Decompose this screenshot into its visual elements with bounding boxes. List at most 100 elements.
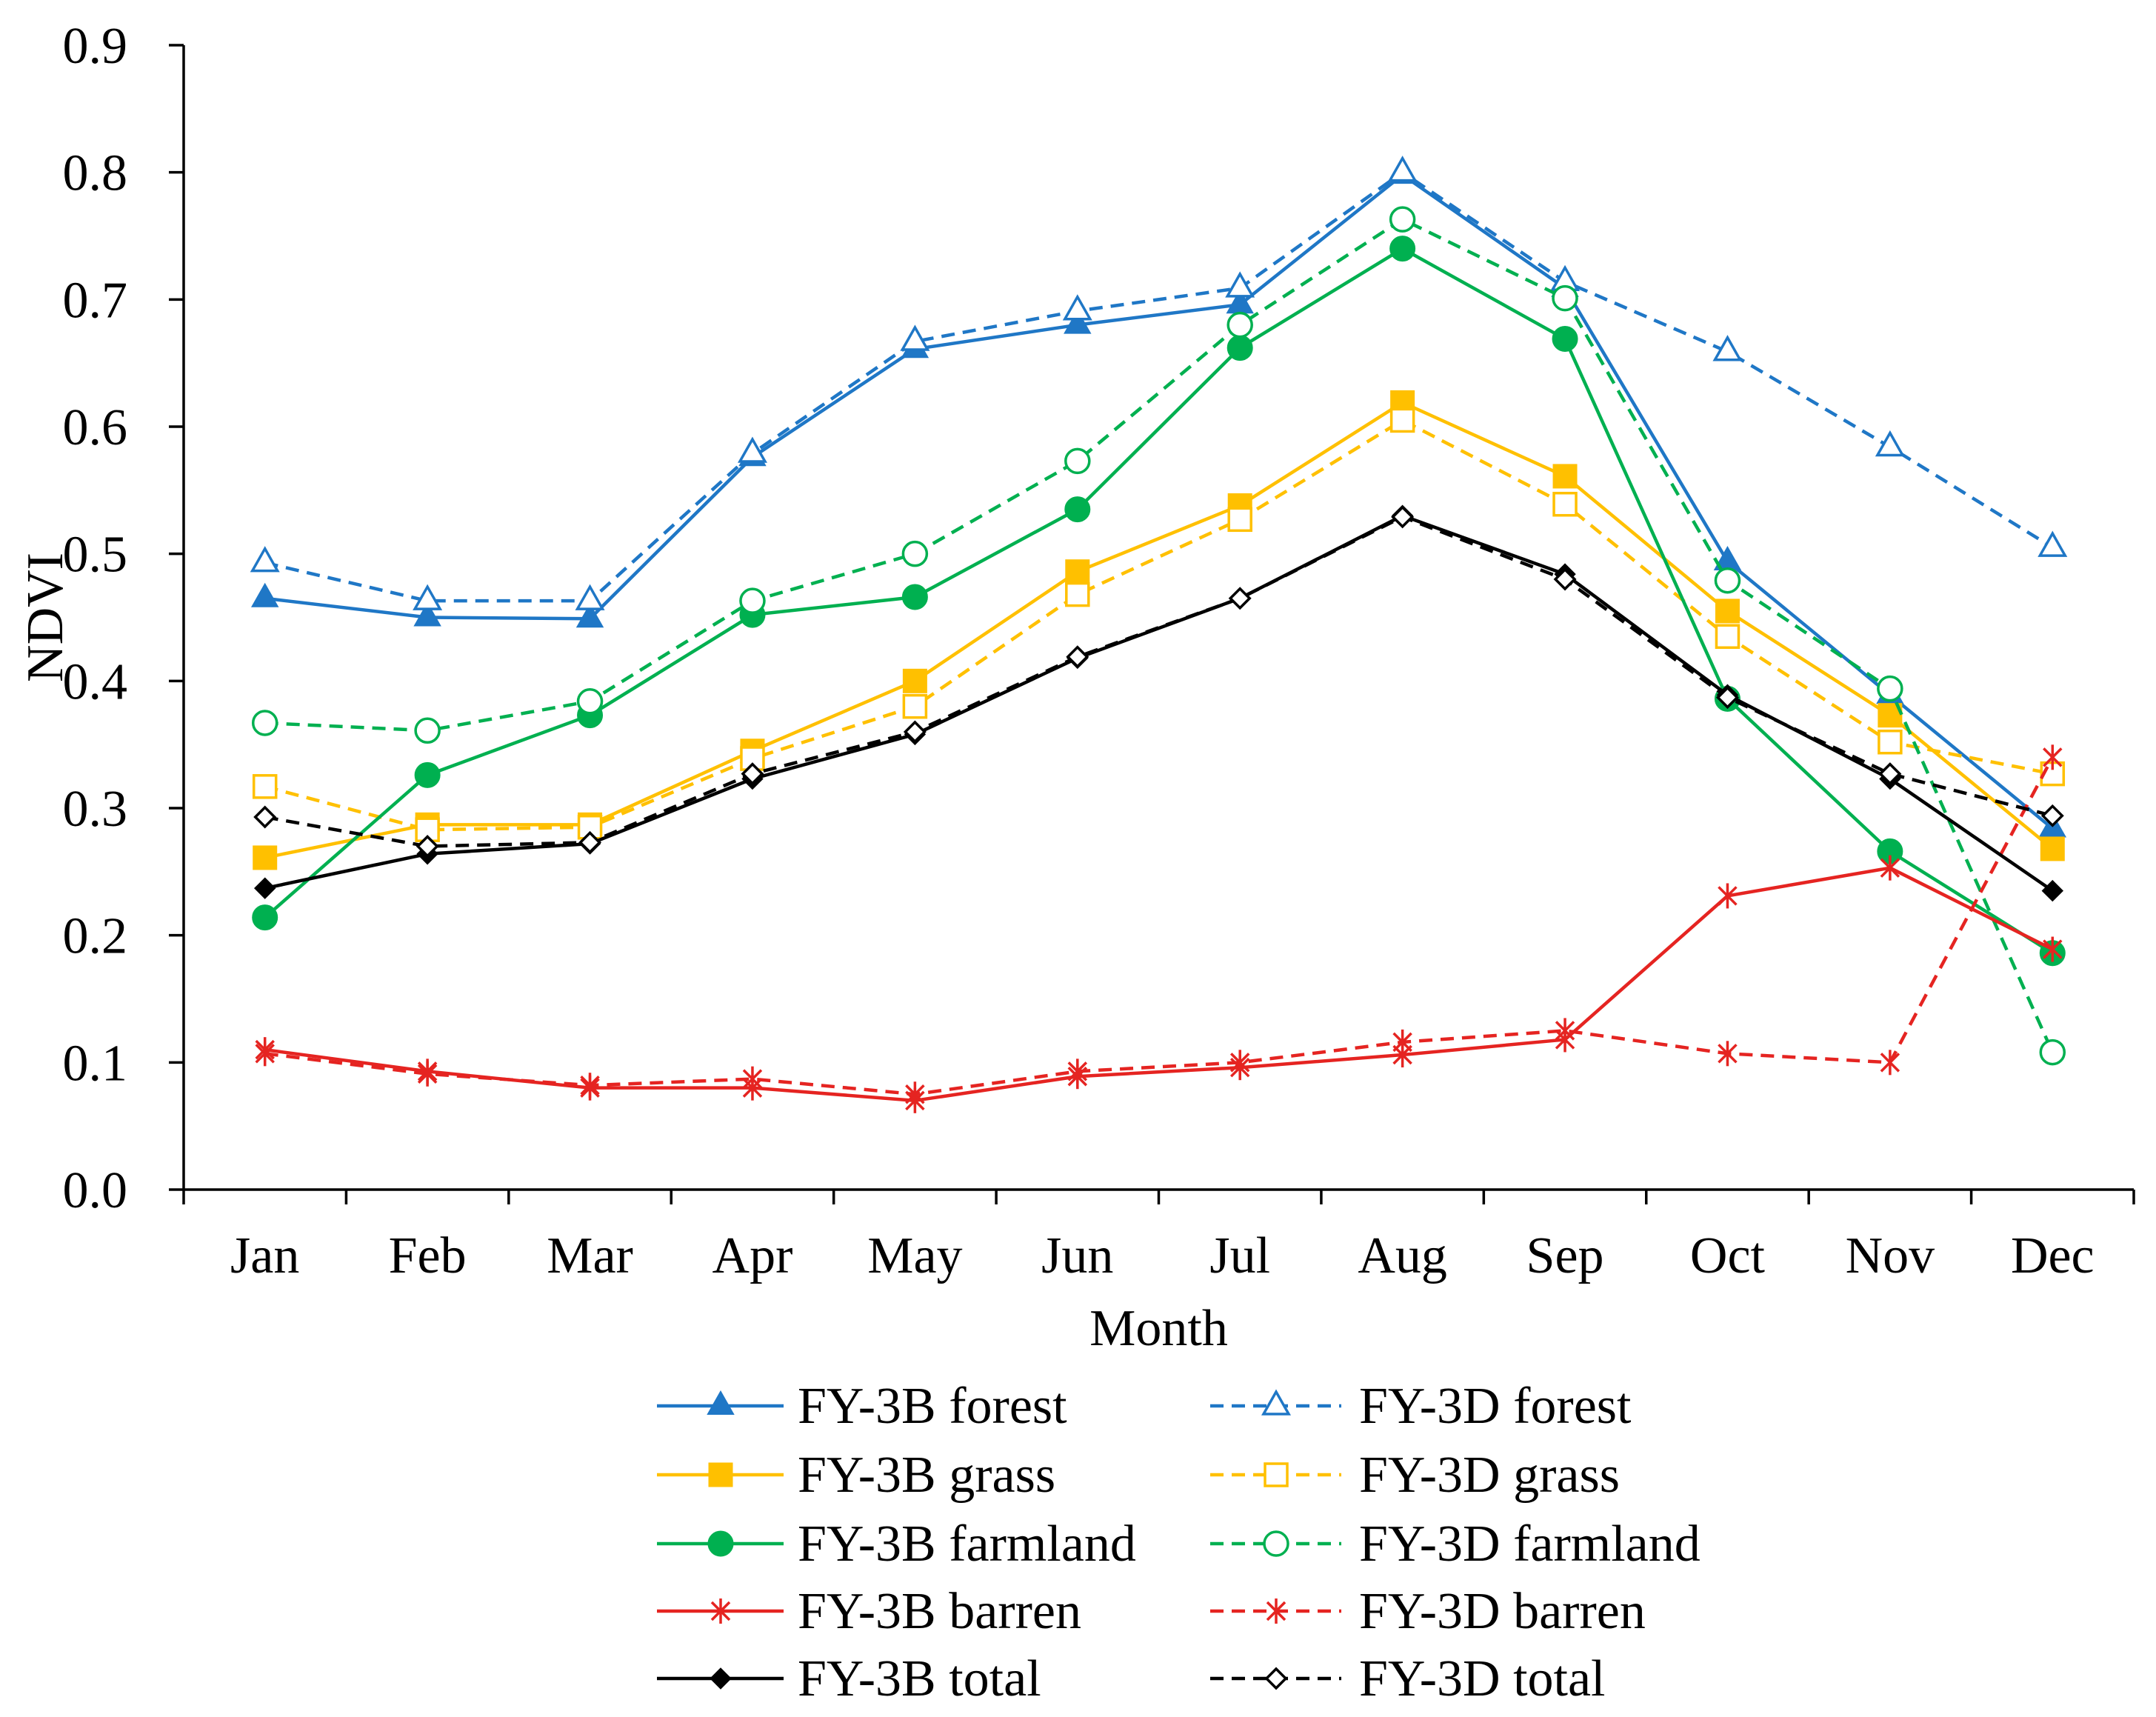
fy-3b-total-series	[254, 504, 2063, 902]
fy-3b-grass-point-sep	[1552, 464, 1578, 489]
fy-3d-total-point-mar	[578, 830, 602, 854]
fy-3d-barren-point-jan	[255, 1041, 275, 1067]
asterisk-stroke	[1880, 1053, 1900, 1073]
fy-3d-total-point-oct	[1715, 686, 1739, 710]
fy-3d-grass-point-jul	[1227, 507, 1252, 533]
fy-3d-farmland-point-aug	[1389, 206, 1416, 233]
fy-3d-farmland-series	[251, 206, 2066, 1066]
fy-3d-forest-point-aug	[1387, 156, 1418, 182]
legend-label: FY-3B grass	[798, 1447, 1055, 1504]
fy-3d-forest-series	[250, 156, 2068, 610]
fy-3d-barren-point-may	[905, 1081, 925, 1107]
x-tick-label: Mar	[547, 1227, 633, 1284]
fy-3b-forest-line	[264, 173, 2054, 830]
asterisk-stroke	[255, 1044, 275, 1064]
fy-3b-barren-series	[255, 855, 2063, 1113]
y-tick-label: 0.1	[63, 1035, 128, 1092]
fy-3d-barren-series	[255, 744, 2063, 1107]
asterisk-stroke	[2043, 939, 2063, 959]
asterisk-stroke	[1718, 1044, 1738, 1064]
fy-3d-forest-point-dec	[2037, 530, 2068, 557]
fy-3d-grass-point-aug	[1389, 407, 1415, 433]
fy-3d-total-point-jun	[1066, 645, 1089, 669]
fy-3b-grass-series	[253, 390, 2065, 870]
fy-3d-grass-point-nov	[1878, 729, 1903, 755]
y-tick-label: 0.8	[63, 145, 128, 202]
fy-3d-grass-point-sep	[1552, 491, 1578, 517]
fy-3d-forest-point-jul	[1225, 271, 1255, 298]
fy-3d-grass-point-may	[902, 693, 928, 719]
fy-3d-barren-point-nov	[1880, 1050, 1900, 1076]
x-axis-tick-labels: Jan Feb Mar Apr May Jun Jul Aug Sep Oct …	[230, 1227, 2095, 1284]
legend-entry-fy-3b-total: FY-3B total	[657, 1650, 1041, 1707]
fy-3d-barren-point-aug	[1392, 1029, 1412, 1055]
fy-3b-farmland-point-jan	[252, 904, 278, 931]
fy-3d-total-point-may	[903, 720, 927, 744]
fy-3d-forest-point-nov	[1875, 430, 1905, 457]
fy-3d-farmland-point-sep	[1552, 284, 1578, 312]
x-axis-title: Month	[1089, 1300, 1228, 1357]
fy-3d-forest-point-feb	[413, 584, 443, 610]
fy-3d-grass-point-jun	[1065, 581, 1090, 607]
x-tick-label: Dec	[2011, 1227, 2095, 1284]
legend-entry-fy-3d-forest: FY-3D forest	[1210, 1378, 1632, 1435]
legend-entry-fy-3d-farmland: FY-3D farmland	[1210, 1516, 1701, 1573]
fy-3b-grass-point-may	[902, 668, 927, 693]
asterisk-stroke	[1718, 886, 1738, 906]
fy-3b-farmland-point-aug	[1389, 236, 1416, 262]
x-tick-label: Jun	[1041, 1227, 1113, 1284]
y-tick-label: 0.5	[63, 527, 128, 584]
legend-fy-3d-barren-marker-swatch	[1266, 1598, 1286, 1624]
legend-entry-fy-3b-farmland: FY-3B farmland	[657, 1516, 1136, 1573]
asterisk-stroke	[1067, 1061, 1088, 1081]
fy-3b-grass-point-jun	[1065, 559, 1090, 584]
x-tick-label: Aug	[1358, 1227, 1447, 1284]
fy-3d-farmland-point-mar	[576, 688, 604, 715]
asterisk-stroke	[1266, 1601, 1286, 1621]
fy-3b-total-point-jan	[254, 877, 276, 899]
fy-3d-farmland-point-jun	[1064, 447, 1091, 475]
legend-label: FY-3D total	[1359, 1650, 1606, 1707]
fy-3d-total-point-nov	[1878, 762, 1902, 786]
fy-3d-farmland-point-jul	[1226, 311, 1253, 339]
fy-3d-forest-point-mar	[575, 584, 605, 610]
fy-3d-barren-point-sep	[1555, 1018, 1575, 1044]
fy-3d-grass-line	[264, 419, 2053, 832]
fy-3d-total-point-jan	[253, 805, 277, 829]
fy-3d-total-series	[253, 505, 2064, 858]
legend-entry-fy-3b-barren: FY-3B barren	[657, 1583, 1081, 1640]
fy-3b-total-line	[264, 513, 2054, 893]
asterisk-stroke	[2043, 747, 2063, 767]
fy-3b-farmland-point-jul	[1226, 335, 1253, 361]
fy-3b-farmland-line	[264, 247, 2054, 955]
fy-3d-farmland-point-nov	[1877, 675, 1903, 702]
fy-3d-farmland-point-jan	[251, 710, 278, 736]
fy-3d-total-point-feb	[415, 835, 439, 858]
fy-3d-forest-point-jun	[1062, 294, 1092, 321]
y-axis-tick-labels: 0.0 0.1 0.2 0.3 0.4 0.5 0.6 0.7 0.8 0.9	[63, 18, 128, 1219]
fy-3b-forest-point-jan	[250, 582, 279, 607]
fy-3b-farmland-point-jun	[1064, 496, 1091, 523]
fy-3d-grass-series	[252, 407, 2066, 842]
fy-3d-total-point-aug	[1391, 505, 1415, 529]
legend-entry-fy-3b-forest: FY-3B forest	[657, 1378, 1067, 1435]
asterisk-stroke	[905, 1084, 925, 1104]
legend-fy-3b-farmland-marker-swatch	[707, 1530, 734, 1557]
legend-fy-3d-forest-marker-swatch	[1261, 1389, 1292, 1416]
fy-3b-total-point-dec	[2041, 879, 2063, 902]
fy-3b-farmland-point-may	[901, 584, 928, 610]
y-tick-label: 0.4	[63, 653, 128, 710]
asterisk-stroke	[1555, 1021, 1575, 1041]
y-tick-label: 0.7	[63, 272, 128, 329]
fy-3d-barren-point-apr	[742, 1066, 763, 1092]
fy-3b-farmland-point-sep	[1552, 326, 1578, 353]
legend-fy-3d-total-marker-swatch	[1264, 1667, 1288, 1690]
x-tick-label: May	[867, 1227, 962, 1284]
y-axis-title: NDVI	[17, 553, 74, 682]
fy-3d-total-point-apr	[741, 762, 764, 786]
legend-fy-3b-forest-marker-swatch	[707, 1390, 735, 1415]
asterisk-stroke	[742, 1069, 763, 1089]
fy-3d-forest-point-apr	[737, 436, 767, 463]
fy-3d-farmland-point-may	[901, 540, 929, 567]
fy-3d-total-point-dec	[2040, 804, 2064, 827]
